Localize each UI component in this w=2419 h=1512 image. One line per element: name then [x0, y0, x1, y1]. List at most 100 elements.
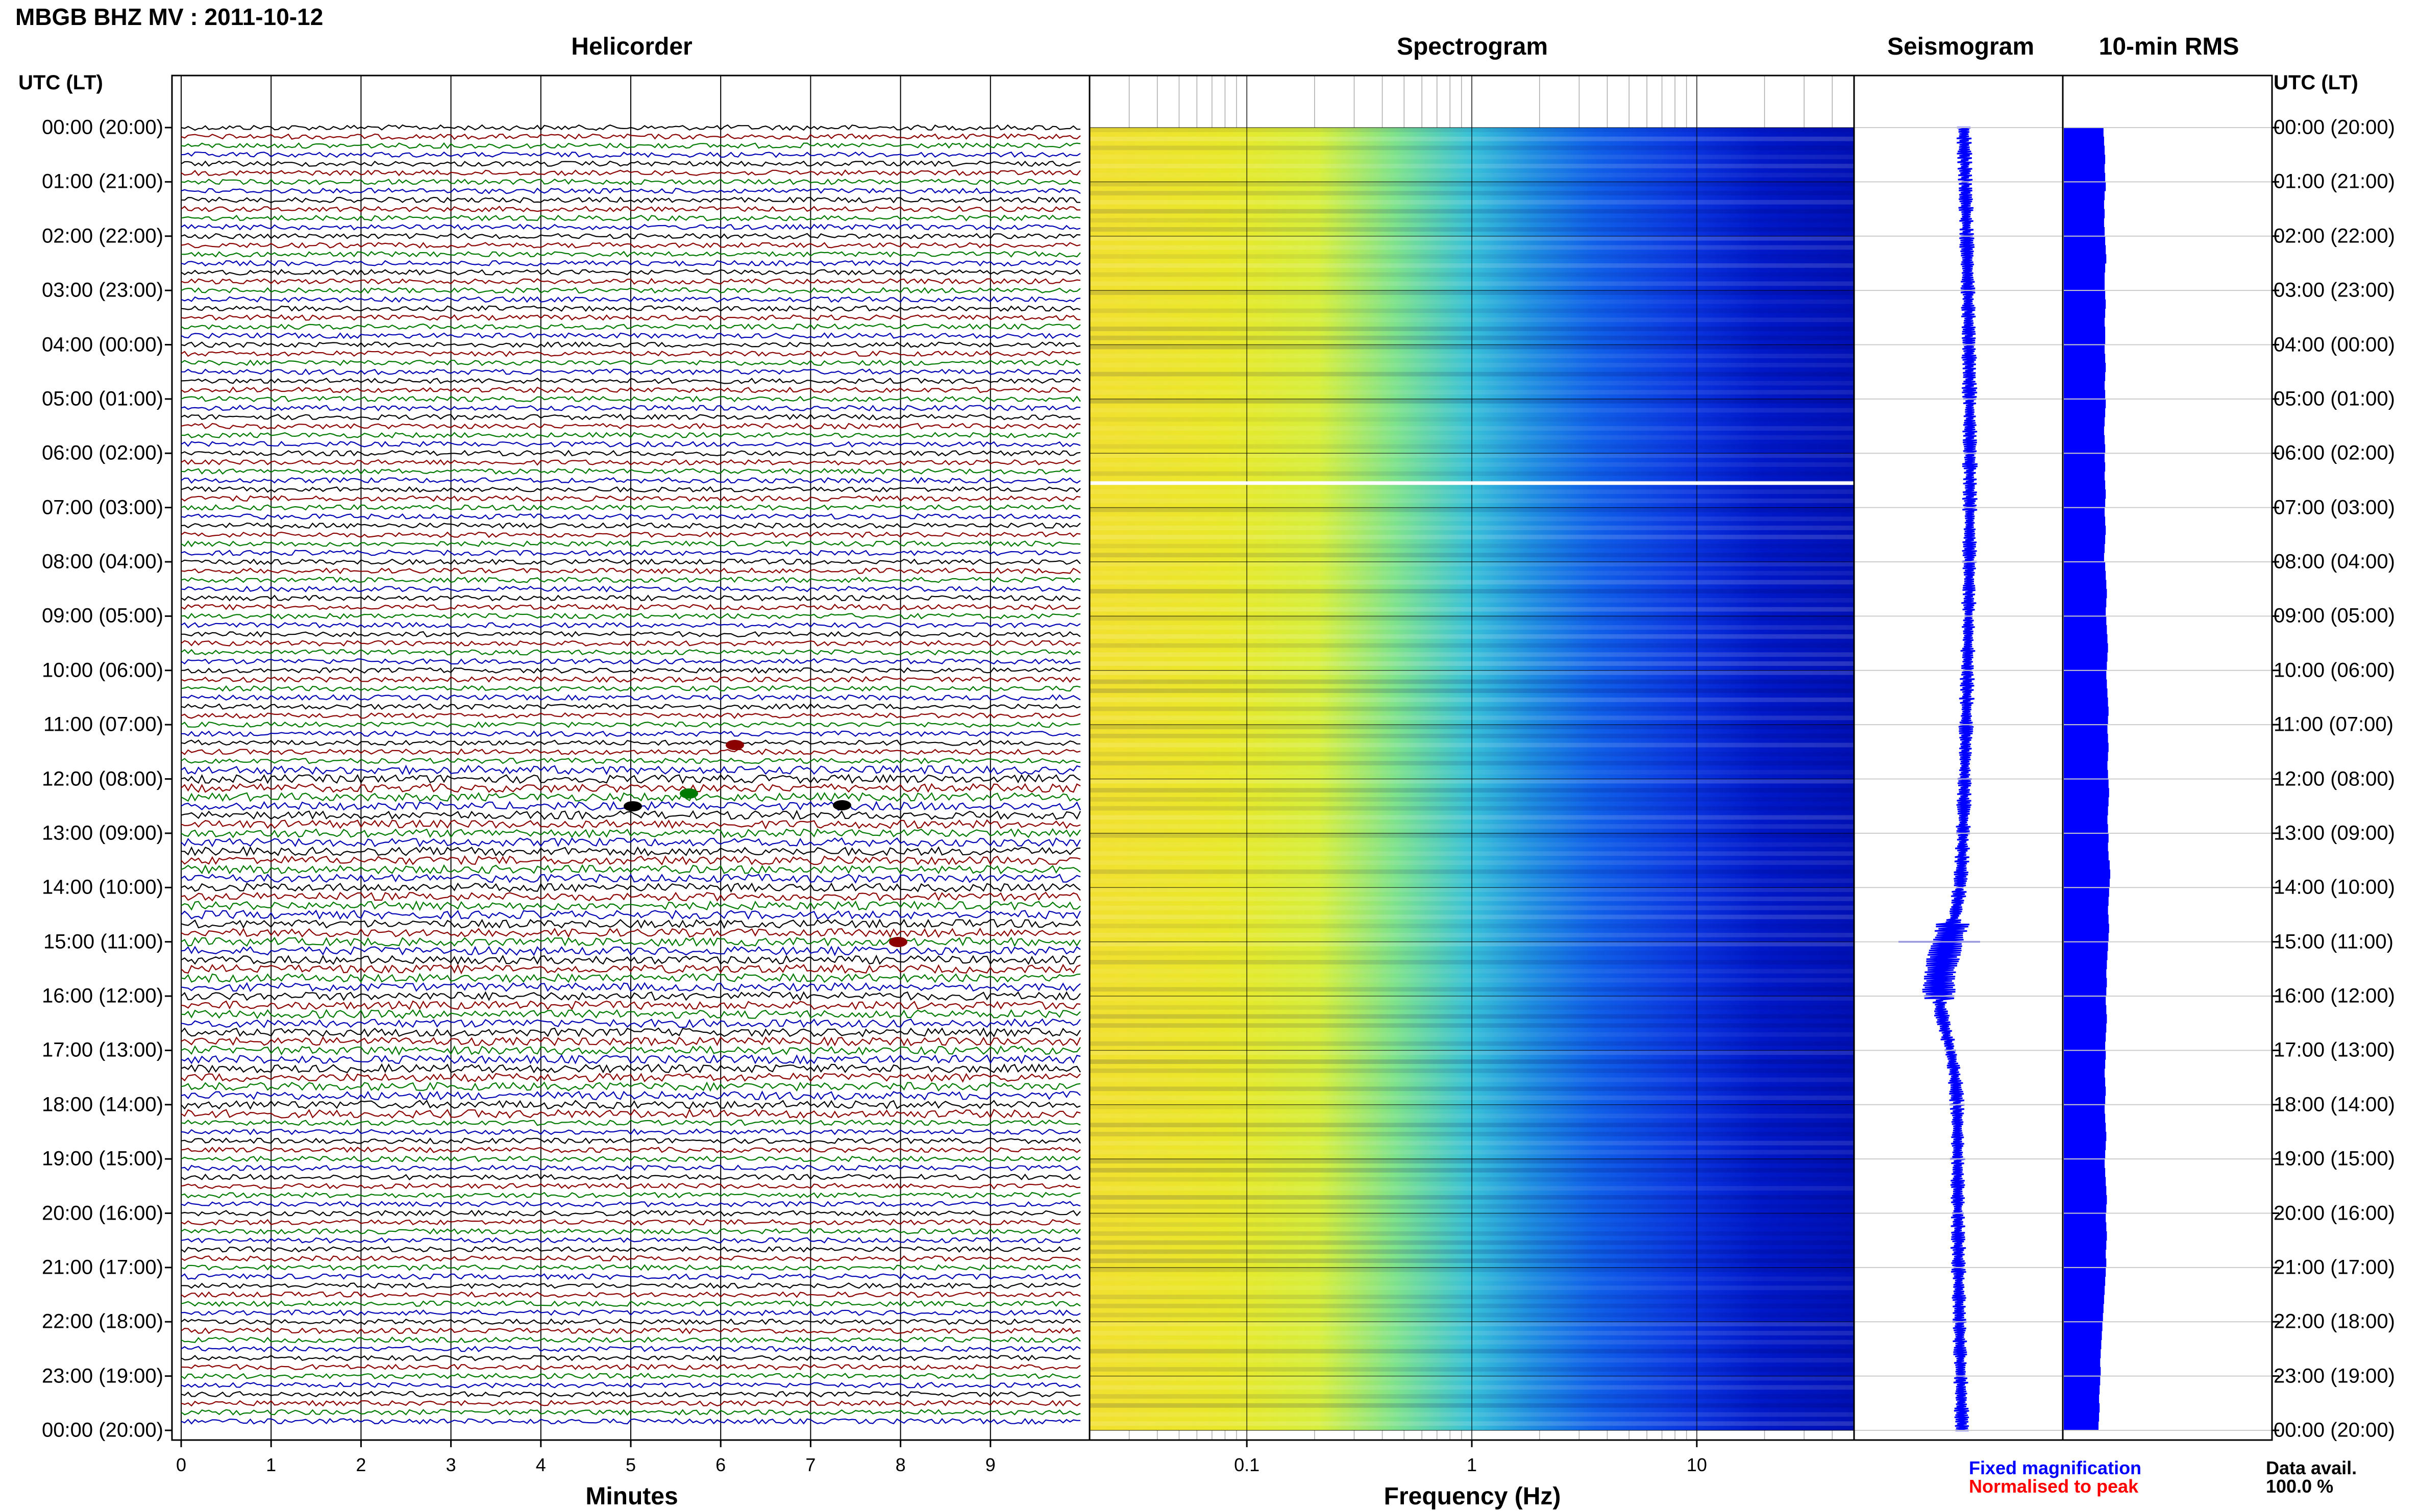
time-label-left: 00:00 (20:00): [42, 1419, 163, 1442]
helicorder-trace: [181, 160, 1081, 167]
helicorder-trace: [181, 1381, 1081, 1389]
rms-bar: [2064, 779, 2109, 788]
helicorder-trace: [181, 341, 1081, 348]
legend-normalised-to-peak: Normalised to peak: [1969, 1476, 2139, 1497]
time-label-left: 04:00 (00:00): [42, 333, 163, 356]
rms-panel: [2064, 128, 2110, 1431]
rms-bar: [2064, 742, 2109, 752]
rms-bar: [2064, 1340, 2102, 1349]
rms-bar: [2064, 1023, 2107, 1033]
helicorder-trace: [181, 1090, 1081, 1101]
helicorder-trace: [181, 1219, 1081, 1226]
frequency-tick-label: 1: [1466, 1454, 1477, 1475]
helicorder-trace: [181, 1072, 1081, 1083]
frequency-tick-label: 10: [1686, 1454, 1707, 1475]
helicorder-trace: [181, 1099, 1081, 1110]
helicorder-trace: [181, 378, 1081, 384]
helicorder-trace: [181, 1364, 1081, 1371]
rms-bar: [2064, 381, 2105, 390]
helicorder-trace: [181, 991, 1081, 1002]
rms-bar: [2064, 299, 2106, 309]
rms-bar: [2064, 725, 2108, 734]
rms-bar: [2064, 905, 2108, 915]
rms-bar: [2064, 371, 2106, 381]
rms-bar: [2064, 209, 2105, 218]
time-label-left: 01:00 (21:00): [42, 170, 163, 193]
time-label-left: 16:00 (12:00): [42, 984, 163, 1007]
rms-bar: [2064, 761, 2108, 771]
rms-bar: [2064, 697, 2108, 707]
helicorder-trace: [181, 1391, 1081, 1398]
rms-bar: [2064, 553, 2104, 562]
rms-bar: [2064, 987, 2107, 997]
helicorder-trace: [181, 1237, 1081, 1244]
rms-bar: [2064, 625, 2107, 635]
helicorder-trace: [181, 260, 1081, 267]
rms-bar: [2064, 652, 2108, 662]
rms-bar: [2064, 362, 2106, 373]
helicorder-trace: [181, 909, 1081, 920]
helicorder-trace: [181, 1409, 1081, 1416]
time-label-left: 20:00 (16:00): [42, 1202, 163, 1224]
rms-bar: [2064, 1258, 2107, 1268]
helicorder-trace: [181, 900, 1081, 911]
rms-bar: [2064, 634, 2108, 644]
helicorder-trace: [181, 513, 1081, 520]
rms-bar: [2064, 1231, 2107, 1241]
helicorder-trace: [181, 1336, 1081, 1344]
helicorder-trace: [181, 269, 1081, 276]
rms-bar: [2064, 860, 2110, 870]
helicorder-trace: [181, 1300, 1081, 1307]
event-marker: [726, 740, 744, 750]
helicorder-trace: [181, 1119, 1081, 1126]
helicorder-trace: [181, 251, 1081, 258]
rms-bar: [2064, 1412, 2100, 1422]
time-label-left: 06:00 (02:00): [42, 441, 163, 464]
rms-bar: [2064, 1222, 2107, 1232]
rms-bar: [2064, 571, 2106, 580]
time-label-right: 00:00 (20:00): [2274, 1419, 2395, 1442]
helicorder-trace: [181, 1081, 1081, 1092]
rms-bar: [2064, 543, 2105, 553]
rms-bar: [2064, 163, 2105, 173]
time-label-right: 01:00 (21:00): [2274, 170, 2395, 193]
helicorder-trace: [181, 748, 1081, 755]
rms-bar: [2064, 969, 2107, 979]
helicorder-trace: [181, 314, 1081, 321]
rms-bar: [2064, 1385, 2100, 1395]
helicorder-trace: [181, 395, 1081, 403]
time-label-left: 15:00 (11:00): [43, 930, 163, 953]
rms-bar: [2064, 227, 2105, 237]
time-label-right: 04:00 (00:00): [2274, 333, 2395, 356]
rms-bar: [2064, 670, 2107, 680]
minute-tick-label: 0: [176, 1454, 187, 1475]
helicorder-trace: [181, 1273, 1081, 1280]
helicorder-trace: [181, 694, 1081, 701]
rms-bar: [2064, 1267, 2106, 1277]
rms-bar: [2064, 1113, 2106, 1123]
rms-bar: [2064, 516, 2106, 526]
rms-bar: [2064, 833, 2109, 843]
helicorder-trace: [181, 676, 1081, 683]
time-label-right: 10:00 (06:00): [2274, 659, 2395, 682]
page-title: MBGB BHZ MV : 2011-10-12: [15, 4, 324, 30]
rms-bar: [2064, 1150, 2106, 1159]
helicorder-trace: [181, 585, 1081, 593]
helicorder-trace: [181, 658, 1081, 665]
time-label-left: 12:00 (08:00): [42, 767, 163, 790]
time-label-right: 00:00 (20:00): [2274, 116, 2395, 139]
rms-bar: [2064, 480, 2106, 490]
rms-bar: [2064, 869, 2110, 879]
rms-bar: [2064, 941, 2108, 951]
helicorder-trace: [181, 323, 1081, 330]
rms-bar: [2064, 797, 2109, 807]
rms-bar: [2064, 1330, 2102, 1341]
time-label-left: 18:00 (14:00): [42, 1093, 163, 1116]
time-label-right: 03:00 (23:00): [2274, 279, 2395, 302]
rms-bar: [2064, 335, 2106, 345]
rms-bar: [2064, 1367, 2101, 1377]
helicorder-trace: [181, 1327, 1081, 1334]
rms-bar: [2064, 1349, 2101, 1358]
helicorder-trace: [181, 1354, 1081, 1361]
rms-bar: [2064, 236, 2106, 245]
